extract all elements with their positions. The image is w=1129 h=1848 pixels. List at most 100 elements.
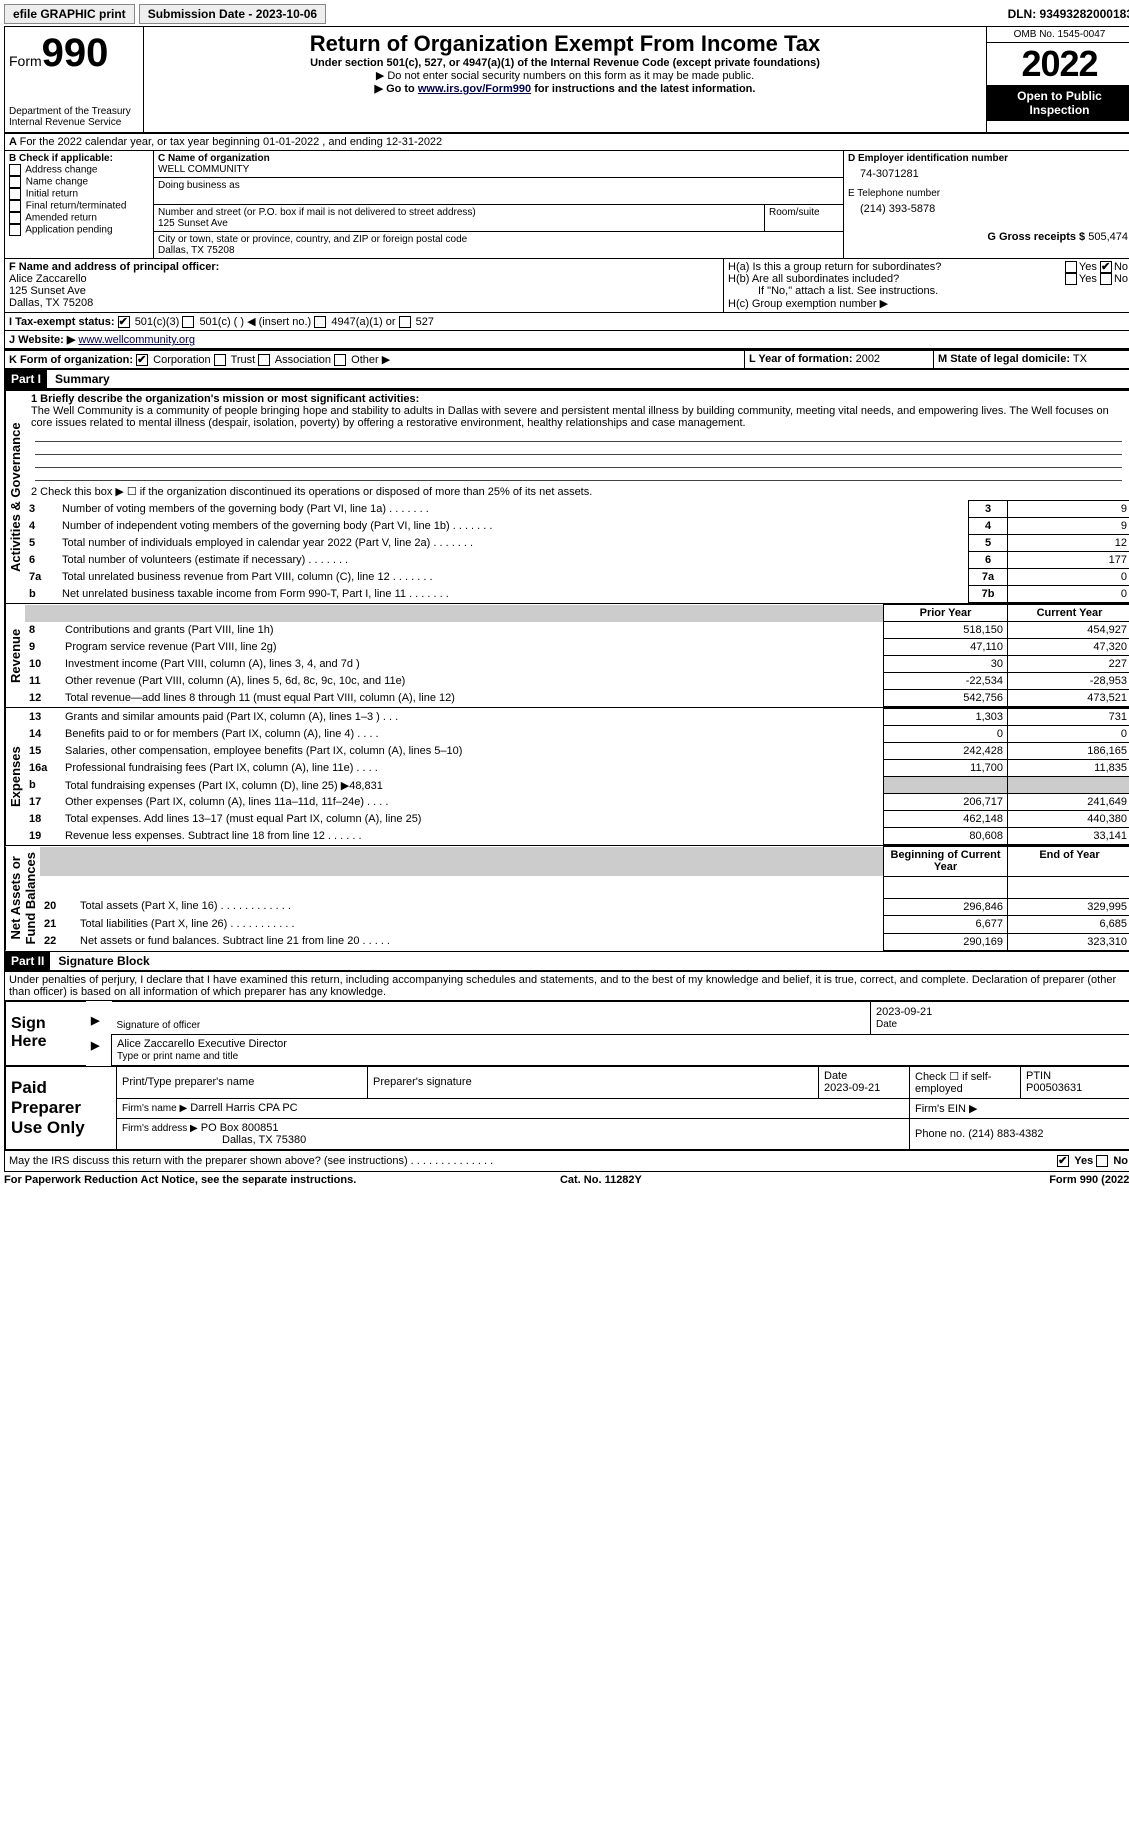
applicable-checkbox[interactable] (9, 188, 21, 200)
k-other-checkbox[interactable] (334, 354, 346, 366)
form-id-block: Form990 Department of the Treasury Inter… (5, 27, 144, 132)
c-name-label: C Name of organization (158, 153, 270, 164)
block-c: C Name of organizationWELL COMMUNITY Doi… (154, 151, 843, 259)
k-corp-checkbox[interactable] (136, 354, 148, 366)
block-f: F Name and address of principal officer:… (5, 259, 724, 313)
i-4947-checkbox[interactable] (314, 316, 326, 328)
form-number: 990 (42, 31, 109, 75)
submission-date-button[interactable]: Submission Date - 2023-10-06 (139, 4, 326, 24)
part2-badge: Part II (5, 952, 50, 970)
signature-table: Sign Here ▶▶ Signature of officer 2023-0… (5, 1001, 1129, 1066)
ha-no-checkbox[interactable] (1100, 261, 1112, 273)
form-subtitle-2: ▶ Do not enter social security numbers o… (148, 69, 982, 82)
street-label: Number and street (or P.O. box if mail i… (158, 207, 476, 218)
part1-header: Part I Summary (5, 369, 1129, 390)
top-toolbar: efile GRAPHIC print Submission Date - 20… (4, 4, 1129, 24)
sig-date: 2023-09-21 (876, 1006, 932, 1018)
firm-name-label: Firm's name ▶ (122, 1103, 187, 1114)
gross-receipts: 505,474 (1088, 231, 1128, 243)
e-label: E Telephone number (848, 188, 1128, 199)
block-b: B Check if applicable: Address change Na… (5, 151, 154, 259)
l1-label: 1 Briefly describe the organization's mi… (31, 393, 419, 405)
ha-yes-checkbox[interactable] (1065, 261, 1077, 273)
may-discuss-text: May the IRS discuss this return with the… (9, 1155, 493, 1167)
table-expenses: 13Grants and similar amounts paid (Part … (25, 708, 1129, 845)
type-name-label: Type or print name and title (117, 1051, 238, 1062)
firm-addr: PO Box 800851 (201, 1122, 279, 1134)
goto-prefix: ▶ Go to (375, 83, 418, 95)
firm-addr-label: Firm's address ▶ (122, 1123, 198, 1134)
part2-title: Signature Block (50, 954, 149, 968)
applicable-checkbox[interactable] (9, 212, 21, 224)
k-assoc-checkbox[interactable] (258, 354, 270, 366)
omb-label: OMB No. 1545-0047 (987, 27, 1129, 43)
line-k: K Form of organization: Corporation Trus… (5, 351, 745, 369)
hc-label: H(c) Group exemption number ▶ (728, 297, 1128, 310)
dba-label: Doing business as (158, 180, 240, 191)
i-501c3-checkbox[interactable] (118, 316, 130, 328)
declaration-text: Under penalties of perjury, I declare th… (5, 972, 1129, 1001)
vtab-expenses: Expenses (5, 708, 25, 845)
may-discuss-row: May the IRS discuss this return with the… (5, 1150, 1129, 1171)
discuss-no-checkbox[interactable] (1096, 1155, 1108, 1167)
sign-here-label: Sign Here (6, 1001, 87, 1065)
self-employed-check: Check ☐ if self-employed (910, 1066, 1021, 1098)
state-domicile: TX (1073, 353, 1087, 365)
k-label: K Form of organization: (9, 354, 133, 366)
page-footer: For Paperwork Reduction Act Notice, see … (4, 1172, 1129, 1186)
table-revenue: Prior YearCurrent Year8Contributions and… (25, 604, 1129, 707)
part1-badge: Part I (5, 370, 47, 388)
k-trust-checkbox[interactable] (214, 354, 226, 366)
form-title: Return of Organization Exempt From Incom… (148, 31, 982, 57)
prep-sig-hdr: Preparer's signature (368, 1066, 819, 1098)
city: Dallas, TX 75208 (158, 245, 235, 256)
hb-yes-checkbox[interactable] (1065, 273, 1077, 285)
prep-date: 2023-09-21 (824, 1082, 880, 1094)
applicable-checkbox[interactable] (9, 224, 21, 236)
footer-mid: Cat. No. 11282Y (560, 1174, 642, 1186)
m-label: M State of legal domicile: (938, 353, 1070, 365)
line-a: A For the 2022 calendar year, or tax yea… (5, 134, 1129, 151)
efile-print-button[interactable]: efile GRAPHIC print (4, 4, 135, 24)
year-block: OMB No. 1545-0047 2022 Open to Public In… (986, 27, 1129, 132)
firm-phone-label: Phone no. (915, 1128, 965, 1140)
i-501c-checkbox[interactable] (182, 316, 194, 328)
room-label: Room/suite (765, 205, 843, 232)
city-label: City or town, state or province, country… (158, 234, 467, 245)
officer-name-title: Alice Zaccarello Executive Director (117, 1038, 287, 1050)
paid-preparer-label: Paid Preparer Use Only (6, 1066, 117, 1149)
discuss-yes-checkbox[interactable] (1057, 1155, 1069, 1167)
firm-ein-label: Firm's EIN ▶ (910, 1098, 1129, 1118)
mission-text: The Well Community is a community of peo… (31, 405, 1109, 429)
dln-label: DLN: 93493282000183 (1008, 7, 1129, 21)
l2-text: 2 Check this box ▶ ☐ if the organization… (25, 483, 1129, 500)
website-link[interactable]: www.wellcommunity.org (78, 334, 195, 346)
firm-phone: (214) 883-4382 (968, 1128, 1043, 1140)
j-label: J Website: ▶ (9, 334, 75, 346)
goto-suffix: for instructions and the latest informat… (531, 83, 755, 95)
hb-no-checkbox[interactable] (1100, 273, 1112, 285)
applicable-checkbox[interactable] (9, 176, 21, 188)
part2-header: Part II Signature Block (5, 951, 1129, 972)
block-b-label: B Check if applicable: (9, 153, 149, 164)
block-de: D Employer identification number 74-3071… (843, 151, 1129, 259)
applicable-checkbox[interactable] (9, 164, 21, 176)
line-j: J Website: ▶ www.wellcommunity.org (5, 331, 1129, 349)
hb-note: If "No," attach a list. See instructions… (728, 285, 1128, 297)
form-word: Form (9, 53, 42, 69)
hb-label: H(b) Are all subordinates included? (728, 273, 1065, 285)
irs-link[interactable]: www.irs.gov/Form990 (418, 83, 531, 95)
ha-label: H(a) Is this a group return for subordin… (728, 261, 1065, 273)
form-subtitle-1: Under section 501(c), 527, or 4947(a)(1)… (148, 57, 982, 69)
preparer-table: Paid Preparer Use Only Print/Type prepar… (5, 1066, 1129, 1150)
org-name: WELL COMMUNITY (158, 164, 249, 175)
officer-street: 125 Sunset Ave (9, 285, 86, 297)
sig-officer-label: Signature of officer (117, 1020, 201, 1031)
firm-city: Dallas, TX 75380 (122, 1134, 306, 1146)
ein: 74-3071281 (848, 164, 1128, 188)
officer-name: Alice Zaccarello (9, 273, 87, 285)
applicable-checkbox[interactable] (9, 200, 21, 212)
vtab-revenue: Revenue (5, 604, 25, 707)
i-527-checkbox[interactable] (399, 316, 411, 328)
d-label: D Employer identification number (848, 153, 1128, 164)
